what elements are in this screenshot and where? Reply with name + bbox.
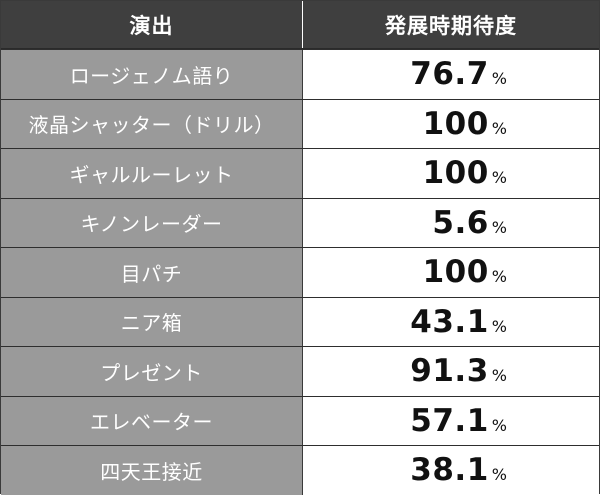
effect-name: 液晶シャッター（ドリル） [1,99,303,148]
percent-unit: % [491,217,507,237]
expectation-value: 43.1 [410,303,489,340]
expectation-value: 91.3 [410,353,489,390]
expectation-cell: 43.1% [303,297,599,346]
table-row: エレベーター 57.1% [1,395,599,445]
effect-name: エレベーター [1,396,303,445]
table-row: 目パチ 100% [1,247,599,297]
header-expectation: 発展時期待度 [385,13,517,38]
expectation-value: 100 [422,105,489,142]
effect-name: ロージェノム語り [1,50,303,99]
expectation-cell: 57.1% [303,396,599,445]
percent-unit: % [491,118,507,138]
percent-unit: % [491,366,507,386]
percent-unit: % [491,316,507,336]
table-row: キノンレーダー 5.6% [1,197,599,247]
expectation-value: 76.7 [410,56,489,93]
table-row: ロージェノム語り 76.7% [1,49,599,99]
expectation-value: 100 [422,155,489,192]
expectation-cell: 5.6% [303,198,599,247]
percent-unit: % [491,465,507,485]
table-row: プレゼント 91.3% [1,346,599,396]
expectation-cell: 100% [303,248,599,297]
expectation-cell: 38.1% [303,446,599,495]
table-row: 四天王接近 38.1% [1,445,599,495]
effect-name: 目パチ [1,248,303,297]
table-row: ギャルルーレット 100% [1,148,599,198]
expectation-value: 38.1 [410,452,489,489]
header-effect: 演出 [1,1,303,48]
table-header: 演出 発展時期待度 [1,1,599,49]
effect-name: ギャルルーレット [1,149,303,198]
table-row: ニア箱 43.1% [1,296,599,346]
expectation-cell: 76.7% [303,50,599,99]
expectation-value: 57.1 [410,402,489,439]
expectation-cell: 100% [303,99,599,148]
expectation-cell: 100% [303,149,599,198]
effect-name: ニア箱 [1,297,303,346]
effect-name: プレゼント [1,347,303,396]
percent-unit: % [491,168,507,188]
expectation-value: 100 [422,254,489,291]
percent-unit: % [491,267,507,287]
expectation-cell: 91.3% [303,347,599,396]
effect-name: 四天王接近 [1,446,303,495]
percent-unit: % [491,69,507,89]
effect-name: キノンレーダー [1,198,303,247]
table-row: 液晶シャッター（ドリル） 100% [1,98,599,148]
percent-unit: % [491,415,507,435]
expectation-value: 5.6 [432,204,489,241]
